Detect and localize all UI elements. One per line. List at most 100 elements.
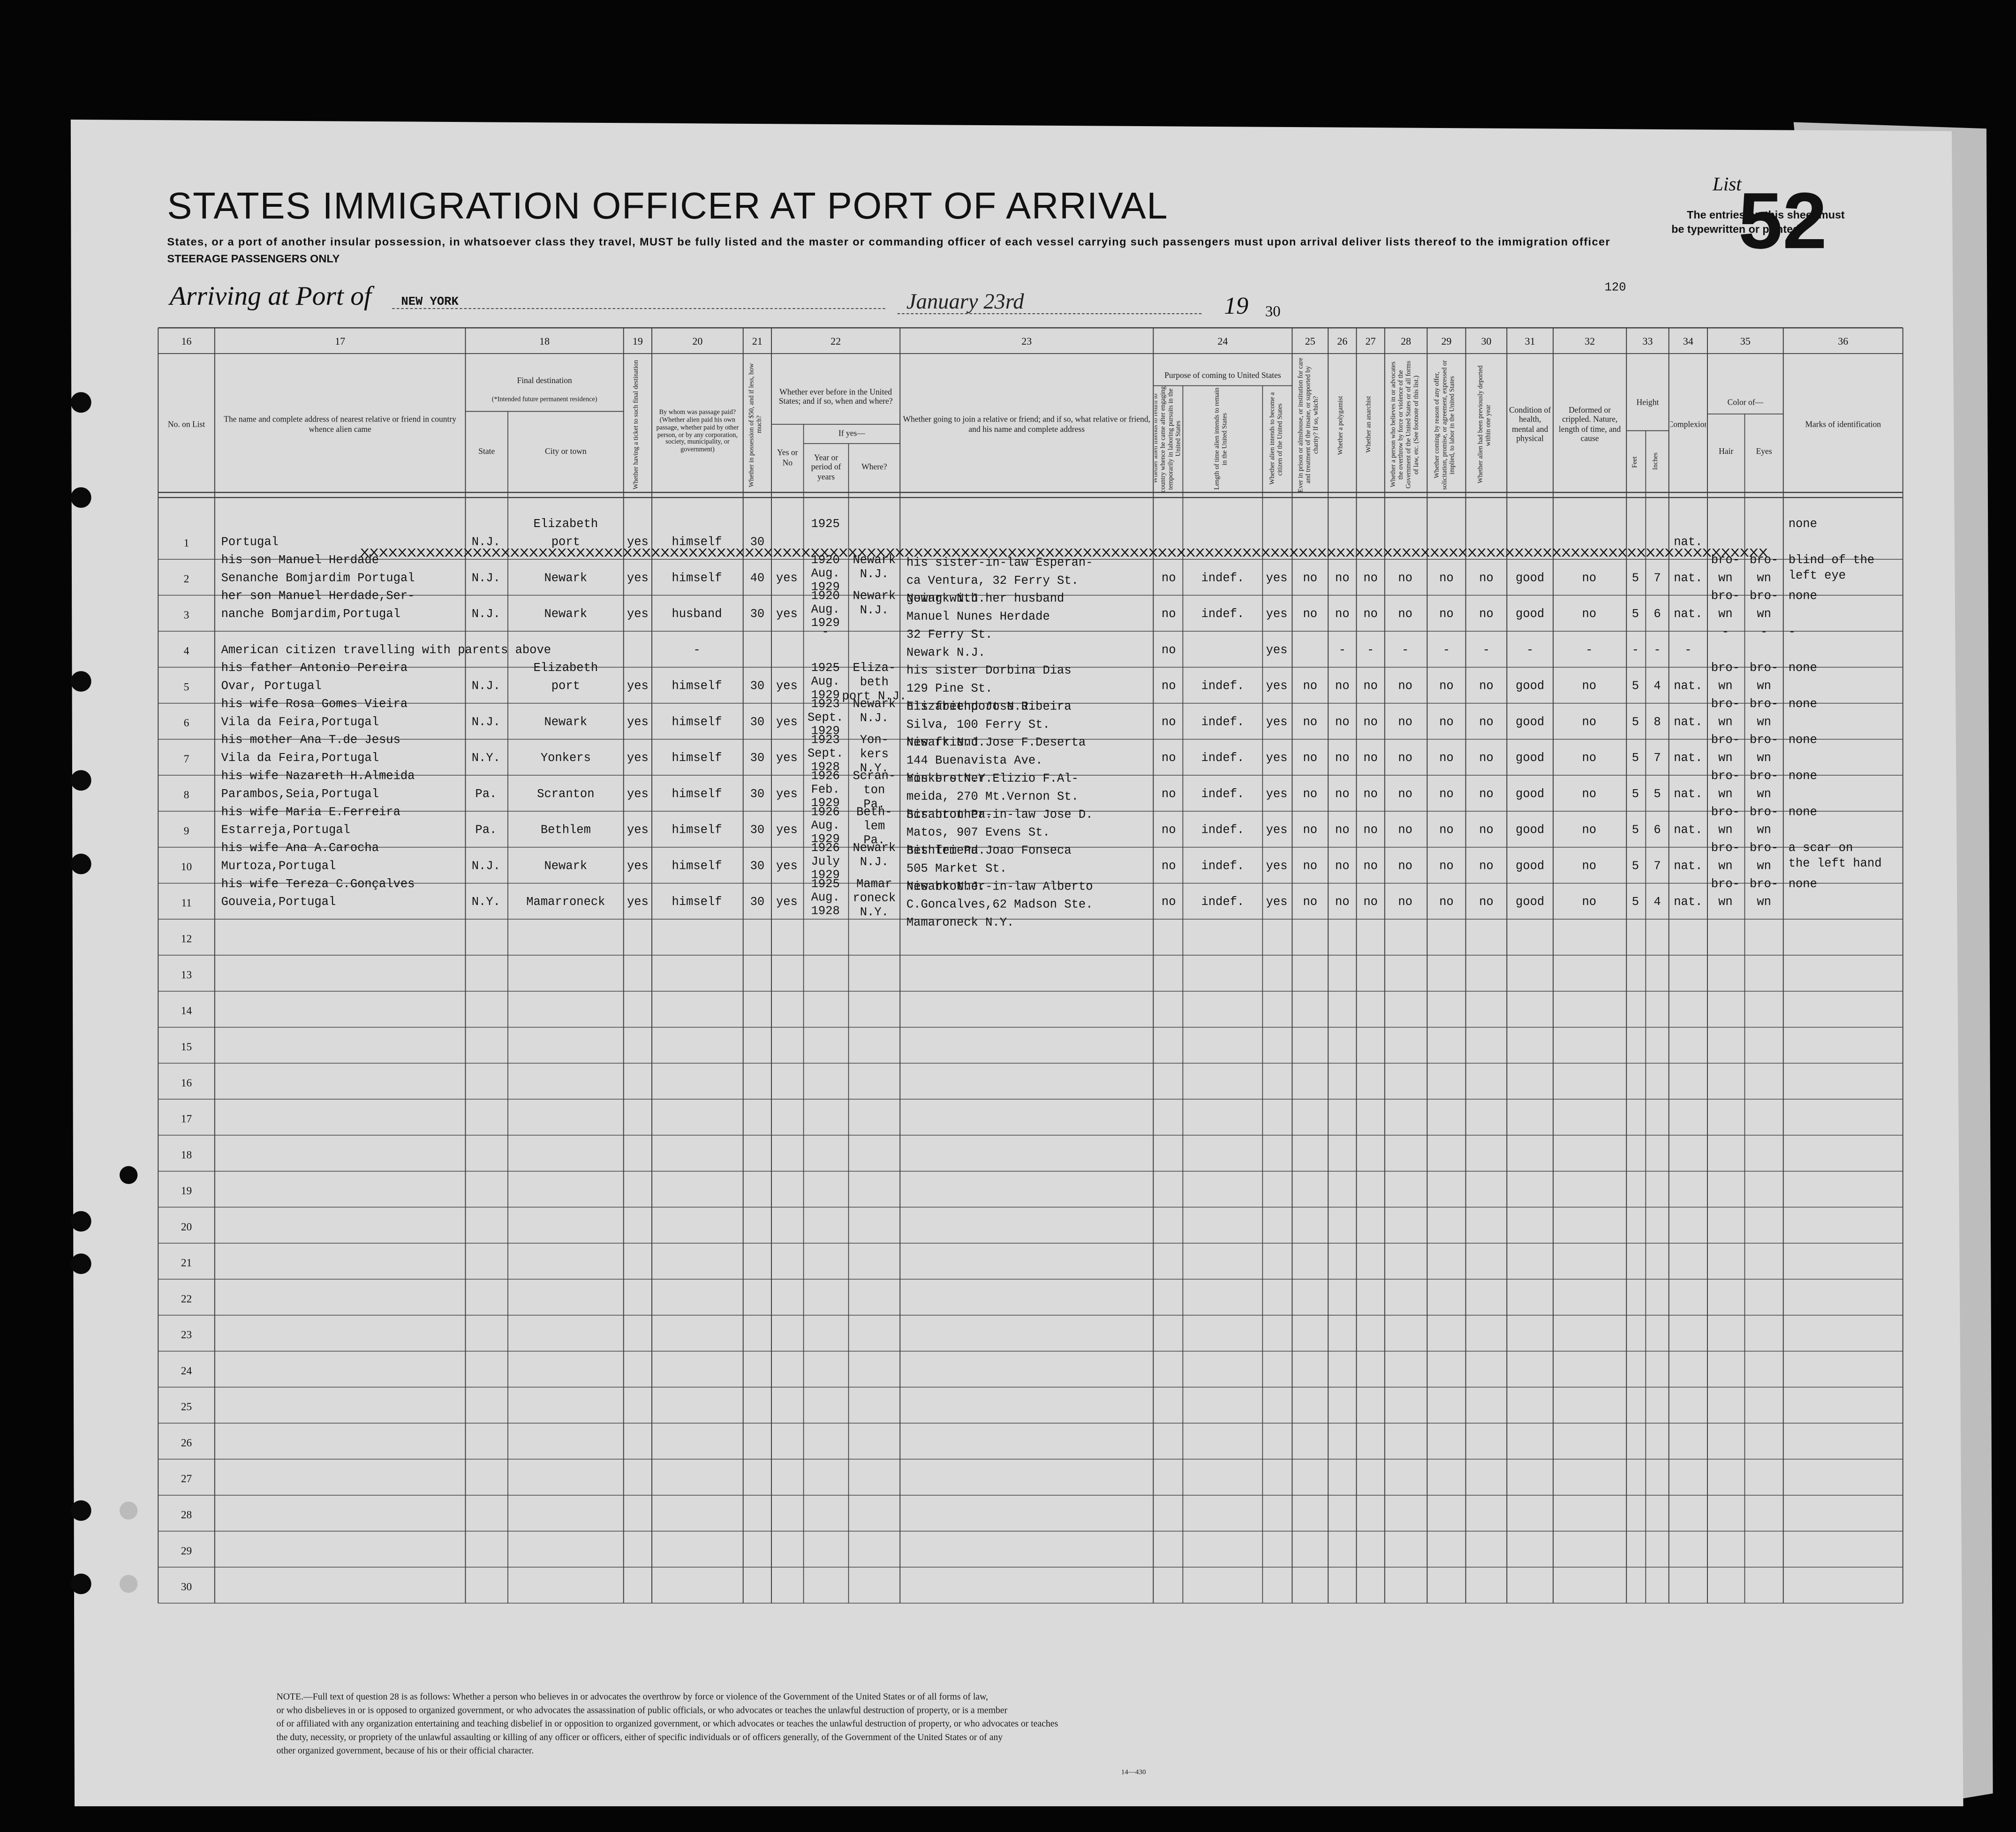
cell-relative: his wife Nazareth H.Almeida [221,769,415,783]
year-prefix: 19 [1224,293,1248,319]
header-cell: Whether going to join a relative or frie… [903,415,1150,434]
cell-ticket: yes [627,535,649,549]
cell-p24b: indef. [1201,715,1244,729]
cell-relative: Gouveia,Portugal [221,895,336,909]
cell-relative: Vila da Feira,Portugal [221,715,379,729]
cell-q25: no [1303,751,1318,765]
header-cell: Purpose of coming to United States [1155,368,1291,385]
cell-city: Newark [544,859,587,873]
header-text: Yes or No [777,449,798,467]
row-number: 20 [181,1221,192,1233]
footnote-line: NOTE.—Full text of question 28 is as fol… [276,1692,988,1702]
cell-years: 1920 [811,589,840,603]
header-cell: City or town [509,411,622,492]
cell-before: yes [776,715,798,729]
cell-inches: 4 [1654,895,1661,909]
cell-paid: - [693,643,700,657]
cell-q27: no [1363,895,1378,909]
header-box: Purpose of coming to United States [1155,368,1291,385]
cell-years: 1929 [811,724,840,738]
header-cell: Where? [861,463,887,472]
cell-p24b: indef. [1201,607,1244,621]
cell-state: N.J. [472,535,500,549]
cell-q27: no [1363,679,1378,693]
cell-inches: 6 [1654,607,1661,621]
header-box: Whether a polygamist [1329,357,1355,492]
header-text: Final destination [517,376,572,386]
cell-q28: no [1398,823,1412,837]
cell-q25: no [1303,607,1318,621]
header-cell: Year or period of years [811,454,841,482]
cell-relative: Parambos,Seia,Portugal [221,787,379,801]
cell-feet: 5 [1632,859,1639,873]
cell-joining: 32 Ferry St. [906,628,993,641]
cell-q30: no [1479,607,1494,621]
cell-eyes: wn [1757,823,1771,837]
cell-ticket: yes [627,823,649,837]
cell-paid: himself [672,895,722,909]
cell-marks: none [1789,877,1817,891]
cell-hair: wn [1718,679,1733,693]
cell-ticket: yes [627,679,649,693]
cell-years: 1928 [811,904,840,918]
cell-marks: blind of the [1789,553,1875,567]
cell-state: N.J. [472,715,500,729]
cell-joining: Silva, 100 Ferry St. [906,718,1050,731]
cell-relative: his mother Ana T.de Jesus [221,733,400,747]
cell-inches: 8 [1654,715,1661,729]
cell-city: port [551,679,580,693]
cell-joining: 505 Market St. [906,862,1007,875]
cell-q26: - [1339,643,1346,657]
port: NEW YORK [401,295,459,309]
cell-ticket: yes [627,751,649,765]
cell-years: 1928 [811,760,840,774]
cell-eyes: wn [1757,787,1771,801]
row-number: 28 [181,1509,192,1521]
cell-years: Aug. [811,567,840,581]
header-box: City or town [509,411,622,492]
cell-paid: himself [672,715,722,729]
cell-years: 1929 [811,796,840,810]
header-box: State [467,411,506,492]
hole [70,1500,91,1521]
cell-eyes: bro- [1750,805,1778,819]
cell-q29: no [1439,607,1454,621]
cell-p24a: no [1162,715,1176,729]
cell-q26: no [1335,859,1350,873]
header-text: Inches [1652,452,1660,470]
cell-p24c: yes [1266,679,1288,693]
cell-marks: none [1789,589,1817,603]
header-text: Hair [1719,447,1734,456]
cell-p24b: indef. [1201,823,1244,837]
cell-joining: his sister-in-law Esperan- [906,556,1093,569]
header-box: Complexion [1670,357,1706,492]
cell-where: beth [860,675,889,689]
cell-ticket: yes [627,715,649,729]
row-number: 21 [181,1257,192,1269]
cell-q28: no [1398,571,1412,585]
cell-q30: no [1479,715,1494,729]
column-number: 28 [1401,335,1411,347]
row-number: 23 [181,1329,192,1341]
cell-eyes: wn [1757,859,1771,873]
cell-complexion: nat. [1674,679,1702,693]
cell-hair: wn [1718,823,1733,837]
cell-marks: none [1789,661,1817,675]
cell-city: Yonkers [541,751,591,765]
cell-where: Beth- [856,805,892,819]
cell-city: Newark [544,607,587,621]
row-number: 2 [184,573,189,585]
cell-relative: nanche Bomjardim,Portugal [221,607,400,621]
header-box: Hair [1709,411,1744,492]
cell-health: good [1516,715,1544,729]
cell-q29: no [1439,751,1454,765]
cell-health: good [1516,571,1544,585]
cell-q30: no [1479,823,1494,837]
cell-health: good [1516,895,1544,909]
cell-eyes: bro- [1750,769,1778,783]
cell-where: roneck [853,891,896,905]
cell-where: N.J. [860,711,889,725]
cell-complexion: nat. [1674,895,1702,909]
cell-deformed: no [1582,607,1596,621]
header-text: Complexion [1670,420,1706,430]
